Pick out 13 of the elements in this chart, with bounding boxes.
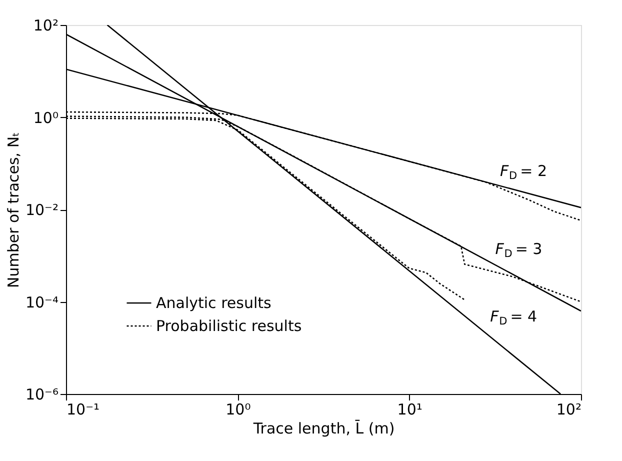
legend-label: Probabilistic results [156, 317, 302, 335]
x-axis-title: Trace length, L̄ (m) [252, 418, 395, 438]
x-tick-label: 10⁰ [226, 400, 251, 418]
y-tick-label: 10⁻⁴ [25, 293, 58, 312]
x-tick-label: 10² [556, 400, 582, 418]
x-tick-label: 10¹ [397, 400, 422, 418]
y-tick-label: 10⁻⁶ [25, 386, 58, 404]
y-tick-label: 10⁰ [33, 108, 58, 127]
x-tick-label: 10⁻¹ [66, 400, 100, 418]
legend-label: Analytic results [156, 294, 272, 312]
y-axis-title: Number of traces, Nₜ [4, 132, 22, 288]
y-tick-label: 10⁻² [25, 201, 58, 219]
y-tick-label: 10² [33, 16, 58, 34]
